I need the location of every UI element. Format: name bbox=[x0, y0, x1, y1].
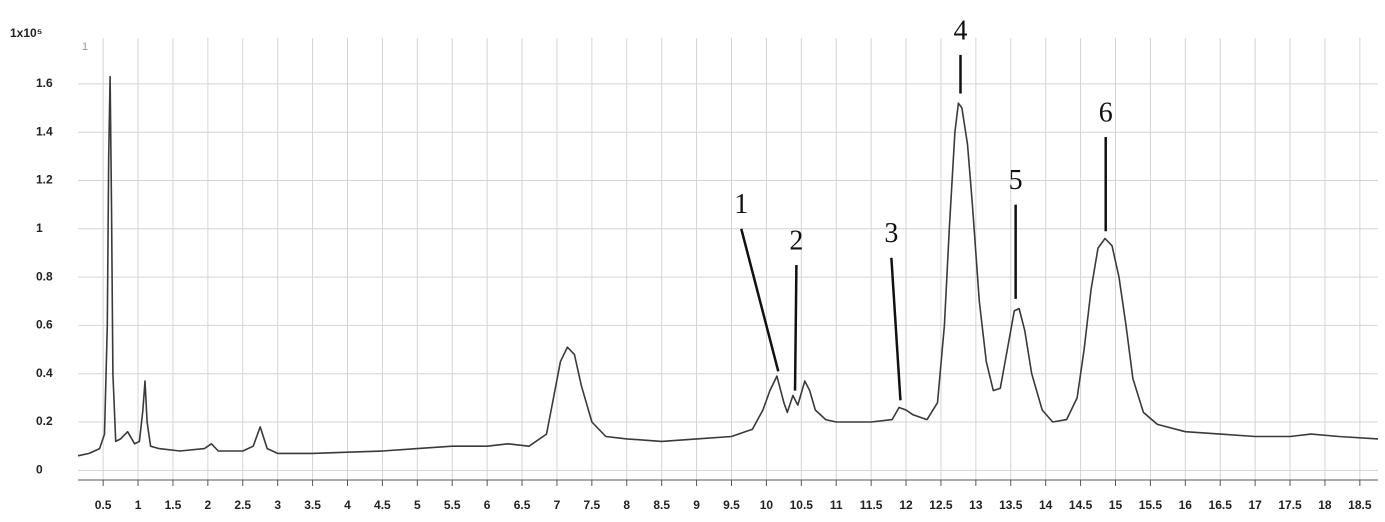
x-tick-label: 7 bbox=[554, 498, 561, 512]
annotation-label: 3 bbox=[884, 218, 898, 249]
x-tick-label: 10 bbox=[760, 498, 774, 512]
x-tick-label: 15 bbox=[1109, 498, 1123, 512]
x-tick-label: 17.5 bbox=[1278, 498, 1302, 512]
x-tick-label: 4.5 bbox=[374, 498, 391, 512]
annotation-line bbox=[890, 257, 902, 401]
y-axis-label: 1x10⁵ bbox=[10, 26, 42, 40]
x-tick-label: 11.5 bbox=[860, 498, 883, 512]
x-tick-label: 16.5 bbox=[1209, 498, 1233, 512]
annotation-label: 4 bbox=[953, 15, 967, 46]
y-tick-label: 1 bbox=[36, 221, 43, 235]
x-tick-label: 3.5 bbox=[304, 498, 321, 512]
x-tick-label: 4 bbox=[344, 498, 351, 512]
y-tick-label: 0.2 bbox=[36, 414, 53, 428]
x-tick-label: 11 bbox=[830, 498, 843, 512]
corner-label: 1 bbox=[82, 41, 88, 53]
x-tick-label: 17 bbox=[1248, 498, 1262, 512]
x-tick-label: 16 bbox=[1179, 498, 1193, 512]
annotation-label: 2 bbox=[789, 225, 803, 256]
x-tick-label: 0.5 bbox=[95, 498, 112, 512]
annotation-line bbox=[740, 228, 780, 372]
annotation-label: 6 bbox=[1099, 97, 1113, 128]
annotation-label: 5 bbox=[1009, 165, 1023, 196]
y-tick-label: 1.4 bbox=[36, 124, 53, 138]
y-tick-label: 0.4 bbox=[36, 366, 53, 380]
x-tick-label: 9.5 bbox=[723, 498, 740, 512]
x-tick-label: 8 bbox=[623, 498, 630, 512]
x-tick-label: 12 bbox=[899, 498, 913, 512]
x-tick-label: 10.5 bbox=[790, 498, 814, 512]
x-tick-label: 18.5 bbox=[1348, 498, 1372, 512]
x-tick-label: 15.5 bbox=[1139, 498, 1163, 512]
x-tick-label: 14.5 bbox=[1069, 498, 1093, 512]
x-tick-label: 5.5 bbox=[444, 498, 461, 512]
y-tick-label: 1.6 bbox=[36, 76, 53, 90]
x-tick-label: 1.5 bbox=[165, 498, 182, 512]
x-tick-label: 7.5 bbox=[584, 498, 601, 512]
x-tick-label: 2 bbox=[205, 498, 212, 512]
annotation-line bbox=[793, 265, 798, 391]
x-tick-label: 13 bbox=[969, 498, 983, 512]
x-tick-label: 8.5 bbox=[653, 498, 670, 512]
y-tick-label: 0 bbox=[36, 463, 43, 477]
chromatogram-line bbox=[77, 75, 1379, 457]
x-tick-label: 13.5 bbox=[999, 498, 1023, 512]
y-tick-label: 0.8 bbox=[36, 269, 53, 283]
y-tick-label: 0.6 bbox=[36, 318, 53, 332]
x-tick-label: 1 bbox=[135, 498, 142, 512]
x-tick-label: 2.5 bbox=[234, 498, 251, 512]
x-tick-label: 6 bbox=[484, 498, 491, 512]
x-tick-label: 5 bbox=[414, 498, 421, 512]
annotation-label: 1 bbox=[734, 189, 748, 220]
x-tick-label: 9 bbox=[693, 498, 700, 512]
x-tick-label: 18 bbox=[1318, 498, 1332, 512]
x-tick-label: 12.5 bbox=[929, 498, 953, 512]
x-tick-label: 3 bbox=[274, 498, 281, 512]
x-tick-label: 6.5 bbox=[514, 498, 531, 512]
y-tick-label: 1.2 bbox=[36, 173, 53, 187]
x-tick-label: 14 bbox=[1039, 498, 1053, 512]
